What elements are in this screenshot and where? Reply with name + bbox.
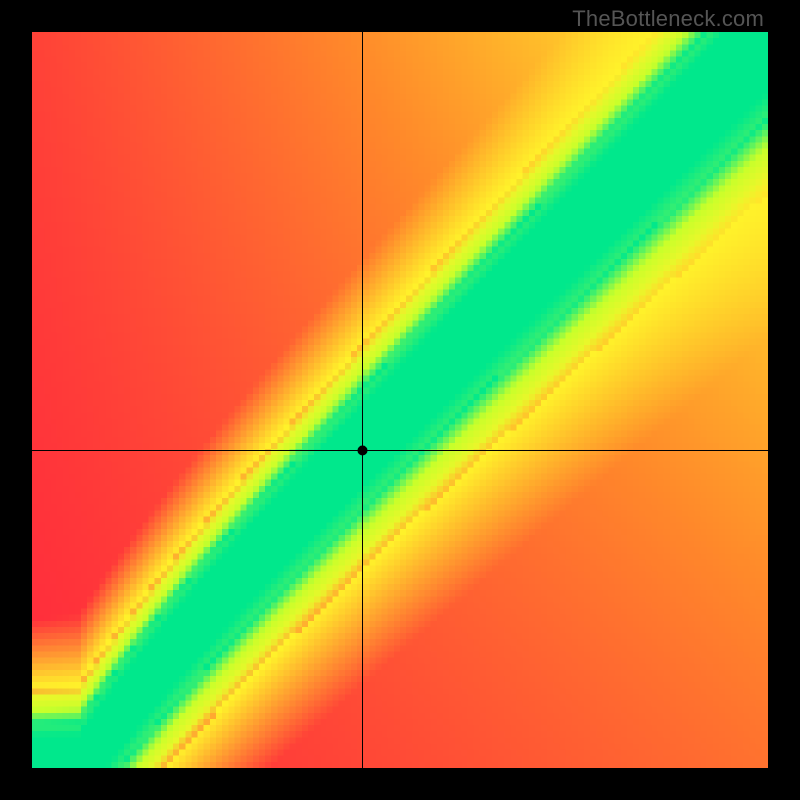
crosshair-overlay — [32, 32, 768, 768]
watermark-label: TheBottleneck.com — [572, 6, 764, 32]
chart-container: TheBottleneck.com — [0, 0, 800, 800]
